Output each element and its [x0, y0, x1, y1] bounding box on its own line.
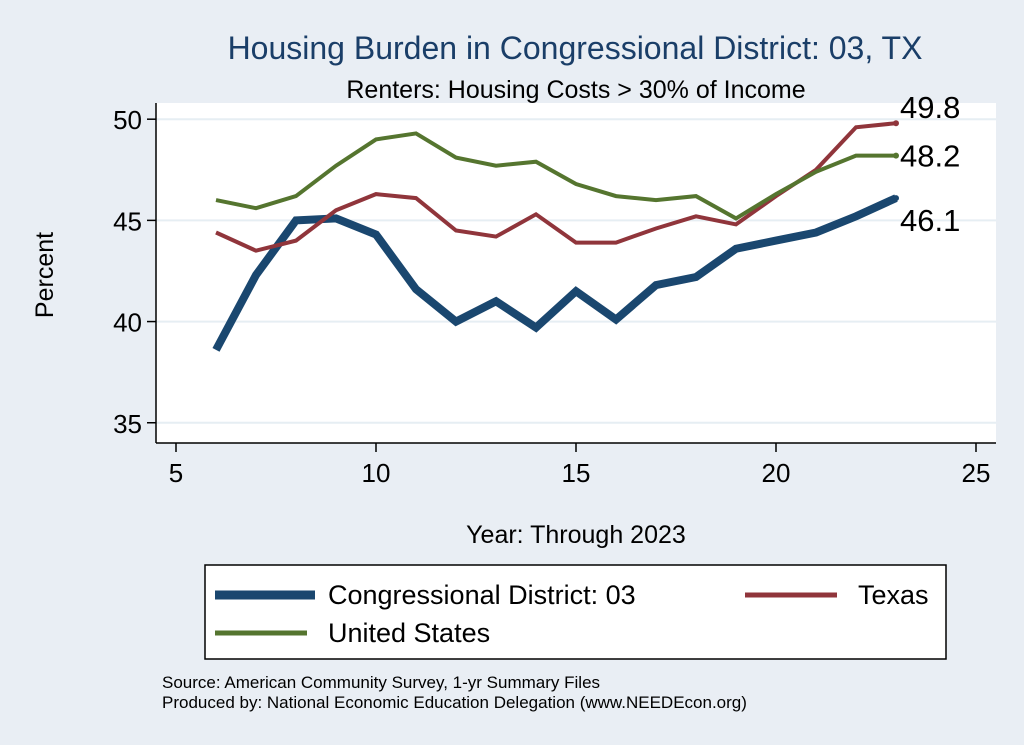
end-value-label-3: 48.2: [900, 139, 960, 174]
series-end-point-2: [893, 120, 899, 127]
x-axis-title: Year: Through 2023: [466, 521, 686, 549]
x-tick-label: 5: [169, 458, 183, 488]
data-series: [212, 120, 899, 352]
legend-box: [204, 564, 947, 660]
series-end-point-1: [893, 195, 899, 202]
end-value-label-2: 49.8: [900, 90, 960, 125]
y-tick-label: 40: [113, 308, 142, 338]
series-end-point-3: [893, 152, 899, 159]
source-note: Source: American Community Survey, 1-yr …: [162, 673, 600, 692]
chart-subtitle: Renters: Housing Costs > 30% of Income: [346, 76, 805, 104]
x-tick-label: 15: [562, 458, 591, 488]
end-labels: 46.1 49.8 48.2: [900, 90, 960, 238]
x-tick-label: 20: [762, 458, 791, 488]
series-line-3: [215, 131, 896, 221]
legend-label-3: United States: [328, 618, 490, 648]
legend-label-1: Congressional District: 03: [328, 580, 636, 610]
chart-title: Housing Burden in Congressional District…: [228, 30, 923, 66]
end-value-label-1: 46.1: [900, 203, 960, 238]
x-tick-label: 25: [962, 458, 991, 488]
y-tick-label: 50: [113, 105, 142, 135]
series-line-1: [212, 194, 898, 352]
legend: Congressional District: 03 Texas United St…: [204, 564, 947, 660]
y-tick-label: 35: [113, 409, 142, 439]
y-axis-title: Percent: [31, 232, 59, 318]
producer-note: Produced by: National Economic Education…: [162, 693, 747, 712]
axes: 35 40 45 50 5 10 15 20 25: [113, 103, 996, 488]
legend-label-2: Texas: [858, 580, 929, 610]
y-tick-label: 45: [113, 206, 142, 236]
plot-area: [156, 103, 996, 443]
x-tick-label: 10: [362, 458, 391, 488]
